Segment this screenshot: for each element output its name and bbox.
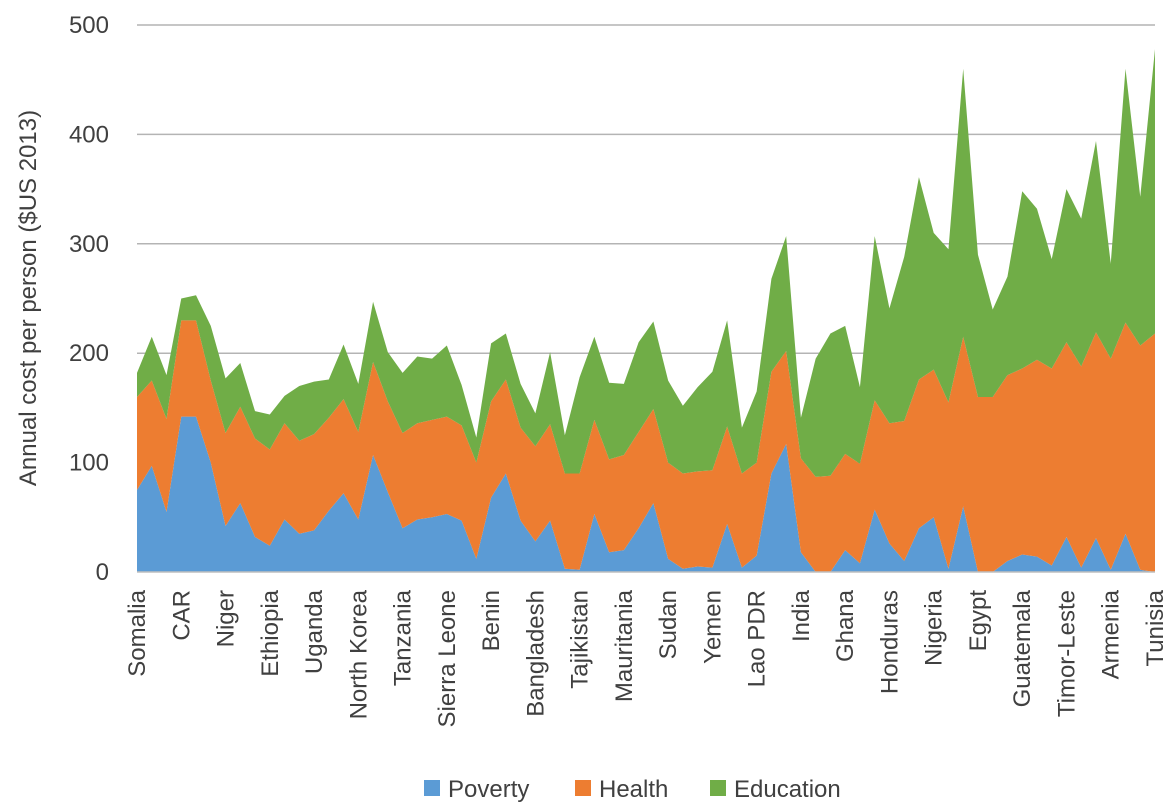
y-tick-label: 0: [96, 559, 109, 586]
legend-label: Poverty: [448, 776, 529, 803]
x-axis-ticks: Somalia CAR Niger Ethiopia Uganda North Korea…: [124, 589, 1167, 727]
area-health: [137, 320, 1155, 572]
legend-item-education: Education: [710, 776, 841, 803]
y-tick-label: 500: [69, 12, 109, 39]
area-poverty: [137, 416, 1155, 572]
x-tick-label: Sierra Leone: [434, 590, 461, 727]
legend-item-health: Health: [575, 776, 668, 803]
plot-areas: [137, 49, 1155, 572]
x-tick-label: India: [788, 589, 815, 642]
y-tick-label: 100: [69, 450, 109, 477]
legend-label: Education: [734, 776, 841, 803]
legend-item-poverty: Poverty: [424, 776, 529, 803]
x-tick-label: Tanzania: [390, 589, 417, 686]
x-tick-label: Uganda: [301, 589, 328, 674]
legend-swatch: [424, 780, 440, 796]
x-tick-label: Ghana: [832, 589, 859, 662]
x-tick-label: Armenia: [1098, 589, 1125, 679]
x-tick-label: Honduras: [876, 590, 903, 694]
y-axis-label: Annual cost per person ($US 2013): [15, 110, 42, 486]
x-tick-label: Tajikistan: [567, 590, 594, 689]
x-tick-label: Bangladesh: [522, 590, 549, 717]
legend: Poverty Health Education: [424, 776, 841, 803]
x-tick-label: Tunisia: [1142, 589, 1167, 666]
y-tick-label: 400: [69, 121, 109, 148]
x-tick-label: Sudan: [655, 590, 682, 659]
area-education: [137, 49, 1155, 477]
legend-swatch: [710, 780, 726, 796]
x-tick-label: Nigeria: [921, 589, 948, 666]
x-tick-label: North Korea: [345, 589, 372, 719]
y-axis-ticks: 0 100 200 300 400 500: [69, 12, 109, 586]
x-tick-label: Ethiopia: [257, 589, 284, 676]
y-tick-label: 200: [69, 340, 109, 367]
x-tick-label: Benin: [478, 590, 505, 651]
x-tick-label: Lao PDR: [744, 590, 771, 687]
legend-swatch: [575, 780, 591, 796]
y-tick-label: 300: [69, 231, 109, 258]
x-tick-label: Guatemala: [1009, 589, 1036, 707]
x-tick-label: Egypt: [965, 590, 992, 652]
x-tick-label: Timor-Leste: [1053, 590, 1080, 717]
x-tick-label: Somalia: [124, 589, 151, 676]
x-tick-label: Mauritania: [611, 589, 638, 702]
x-tick-label: CAR: [168, 590, 195, 641]
x-tick-label: Yemen: [699, 590, 726, 664]
x-tick-label: Niger: [213, 590, 240, 647]
legend-label: Health: [599, 776, 668, 803]
